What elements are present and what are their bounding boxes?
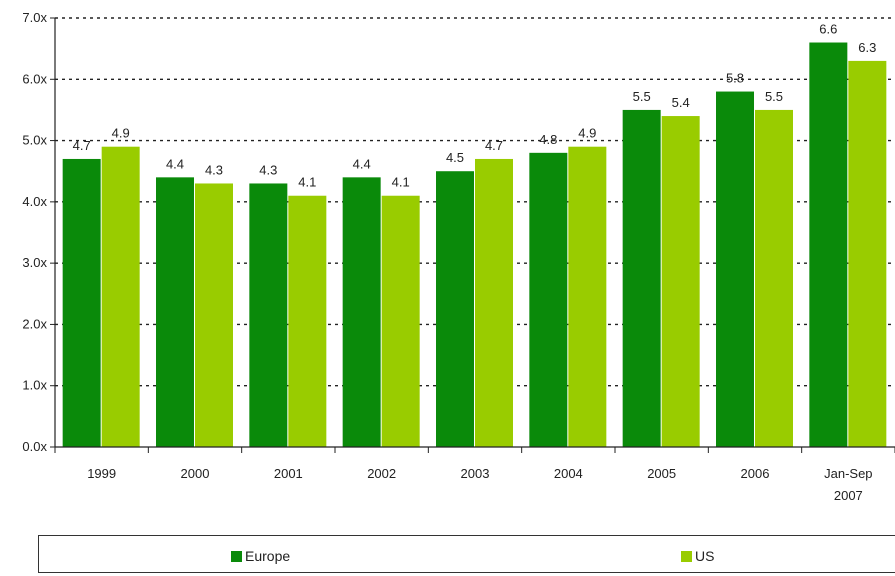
bar-us	[195, 183, 233, 447]
data-label: 4.1	[392, 175, 410, 190]
y-tick-label: 5.0x	[22, 133, 47, 148]
legend-swatch-us	[681, 550, 692, 562]
y-tick-label: 7.0x	[22, 10, 47, 25]
data-label: 5.8	[726, 71, 744, 86]
bar-us	[381, 195, 420, 447]
legend-label-europe: Europe	[245, 548, 291, 564]
bar-us	[848, 60, 887, 448]
bar-us	[101, 146, 140, 447]
bar-europe	[716, 91, 754, 448]
x-tick-label: 2005	[647, 466, 676, 481]
y-tick-label: 0.0x	[22, 439, 47, 454]
bar-us	[568, 146, 607, 447]
data-label: 4.5	[446, 150, 464, 165]
data-label: 4.9	[112, 126, 130, 141]
bar-europe	[156, 177, 194, 448]
bar-europe	[62, 158, 101, 447]
data-label: 5.5	[633, 89, 651, 104]
legend-swatch-europe	[231, 550, 242, 562]
bar-europe	[622, 109, 661, 447]
x-tick-label: 2007	[834, 488, 863, 503]
data-label: 4.4	[353, 156, 371, 171]
y-tick-label: 2.0x	[22, 316, 47, 331]
y-tick-label: 3.0x	[22, 255, 47, 270]
data-label: 4.7	[73, 138, 91, 153]
data-label: 6.3	[858, 40, 876, 55]
x-tick-label: 2003	[461, 466, 490, 481]
bar-europe	[436, 171, 474, 447]
legend-item-us: US	[681, 548, 714, 564]
data-label: 4.3	[259, 162, 277, 177]
bar-europe	[342, 177, 381, 448]
x-tick-label: 2004	[554, 466, 583, 481]
x-tick-label: 2002	[367, 466, 396, 481]
x-tick-label: 2000	[181, 466, 210, 481]
legend-label-us: US	[695, 548, 715, 564]
bar-us	[288, 195, 327, 447]
data-label: 4.3	[205, 162, 223, 177]
x-tick-label: 1999	[87, 466, 116, 481]
bar-europe	[529, 152, 568, 448]
legend: Europe US	[38, 535, 895, 573]
x-tick-label: 2001	[274, 466, 303, 481]
bar-europe	[249, 183, 288, 447]
data-label: 6.6	[819, 22, 837, 37]
y-tick-label: 4.0x	[22, 194, 47, 209]
data-label: 5.4	[672, 95, 690, 110]
bar-europe	[809, 42, 848, 448]
data-label: 5.5	[765, 89, 783, 104]
data-label: 4.7	[485, 138, 503, 153]
x-tick-label: Jan-Sep	[824, 466, 872, 481]
y-tick-label: 6.0x	[22, 71, 47, 86]
data-label: 4.9	[578, 126, 596, 141]
bar-us	[755, 109, 793, 447]
data-label: 4.8	[539, 132, 557, 147]
legend-item-europe: Europe	[231, 548, 290, 564]
data-label: 4.1	[298, 175, 316, 190]
bar-us	[475, 158, 513, 447]
x-tick-label: 2006	[741, 466, 770, 481]
bar-us	[661, 116, 700, 448]
y-tick-label: 1.0x	[22, 378, 47, 393]
data-label: 4.4	[166, 156, 184, 171]
